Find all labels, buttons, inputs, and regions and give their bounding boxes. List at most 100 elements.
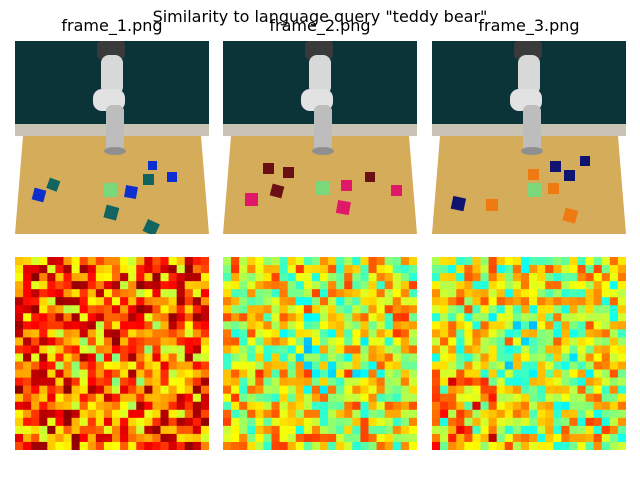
heatmap-cell xyxy=(192,409,202,419)
heatmap-cell xyxy=(128,329,137,338)
heatmap-cell xyxy=(496,313,506,322)
heatmap-cell xyxy=(456,337,465,346)
heatmap-cell xyxy=(392,281,402,290)
heatmap-cell xyxy=(63,433,72,443)
heatmap-cell xyxy=(408,425,417,435)
heatmap-cell xyxy=(320,377,329,387)
heatmap-cell xyxy=(31,401,40,411)
heatmap-cell xyxy=(376,409,386,419)
heatmap-cell xyxy=(617,425,626,435)
heatmap-cell xyxy=(601,257,611,266)
heatmap-cell xyxy=(103,321,113,330)
heatmap-cell xyxy=(263,329,272,338)
heatmap-cell xyxy=(440,273,449,282)
heatmap-cell xyxy=(585,305,595,314)
heatmap-cell xyxy=(303,345,313,354)
heatmap-cell xyxy=(136,441,145,450)
heatmap-cell xyxy=(200,441,209,450)
heatmap-cell xyxy=(609,385,619,395)
heatmap-cell xyxy=(448,265,457,274)
heatmap-cell xyxy=(136,425,145,435)
heatmap-cell xyxy=(529,353,538,362)
heatmap-cell xyxy=(456,273,465,282)
heatmap-cell xyxy=(136,433,145,443)
heatmap-cell xyxy=(95,425,105,435)
heatmap-cell xyxy=(247,361,256,370)
heatmap-cell xyxy=(287,321,297,330)
heatmap-cell xyxy=(400,369,410,379)
heatmap-cell xyxy=(231,441,240,450)
heatmap-cell xyxy=(545,329,554,338)
heatmap-cell xyxy=(279,441,289,450)
heatmap-cell xyxy=(609,305,619,314)
heatmap-cell xyxy=(488,441,498,450)
heatmap-cell xyxy=(593,353,603,362)
heatmap-cell xyxy=(23,433,32,443)
heatmap-cell xyxy=(488,345,498,354)
heatmap-cell xyxy=(160,265,169,274)
heatmap-cell xyxy=(432,257,441,266)
heatmap-cell xyxy=(55,265,64,274)
heatmap-cell xyxy=(271,289,280,298)
heatmap-cell xyxy=(392,353,402,362)
heatmap-cell xyxy=(464,297,473,306)
heatmap-cell xyxy=(553,401,562,411)
heatmap-cell xyxy=(160,409,169,419)
heatmap-cell xyxy=(529,385,538,395)
heatmap-cell xyxy=(352,313,361,322)
heatmap-cell xyxy=(384,401,394,411)
heatmap-cell xyxy=(47,321,56,330)
heatmap-cell xyxy=(295,401,305,411)
heatmap-cell xyxy=(71,369,81,379)
heatmap-cell xyxy=(352,265,361,274)
heatmap-cell xyxy=(152,337,161,346)
heatmap-cell xyxy=(529,297,538,306)
heatmap-cell xyxy=(247,401,256,411)
heatmap-cell xyxy=(617,369,626,379)
heatmap-cell xyxy=(400,393,410,403)
heatmap-cell xyxy=(31,265,40,274)
heatmap-cell xyxy=(168,297,178,306)
heatmap-cell xyxy=(392,321,402,330)
heatmap-cell xyxy=(545,409,554,419)
heatmap-cell xyxy=(120,393,129,403)
heatmap-cell xyxy=(112,385,121,395)
heatmap-cell xyxy=(152,313,161,322)
heatmap-cell xyxy=(63,401,72,411)
heatmap-cell xyxy=(336,337,345,346)
heatmap-cell xyxy=(15,297,24,306)
heatmap-cell xyxy=(529,329,538,338)
heatmap-cell xyxy=(200,401,209,411)
heatmap-cell xyxy=(23,441,32,450)
heatmap-cell xyxy=(456,369,465,379)
heatmap-cell xyxy=(192,417,202,427)
heatmap-cell xyxy=(504,297,514,306)
heatmap-cell xyxy=(472,369,481,379)
heatmap-cell xyxy=(247,345,256,354)
heatmap-cell xyxy=(168,313,178,322)
heatmap-cell xyxy=(585,369,595,379)
heatmap-cell xyxy=(295,281,305,290)
heatmap-cell xyxy=(87,305,97,314)
heatmap-cell xyxy=(152,401,161,411)
heatmap-cell xyxy=(512,257,522,266)
heatmap-cell xyxy=(400,361,410,370)
heatmap-cell xyxy=(400,297,410,306)
heatmap-cell xyxy=(392,369,402,379)
frame-2-similarity-heatmap xyxy=(223,257,417,450)
heatmap-cell xyxy=(464,401,473,411)
heatmap-cell xyxy=(553,257,562,266)
heatmap-cell xyxy=(464,289,473,298)
heatmap-cell xyxy=(569,297,578,306)
heatmap-cell xyxy=(71,281,81,290)
heatmap-cell xyxy=(279,273,289,282)
heatmap-cell xyxy=(577,369,586,379)
heatmap-cell xyxy=(360,433,369,443)
frame-3-image xyxy=(432,41,626,234)
heatmap-cell xyxy=(63,345,72,354)
heatmap-cell xyxy=(287,313,297,322)
heatmap-cell xyxy=(520,361,530,370)
heatmap-cell xyxy=(376,257,386,266)
heatmap-cell xyxy=(392,377,402,387)
frame-1-similarity-heatmap xyxy=(15,257,209,450)
